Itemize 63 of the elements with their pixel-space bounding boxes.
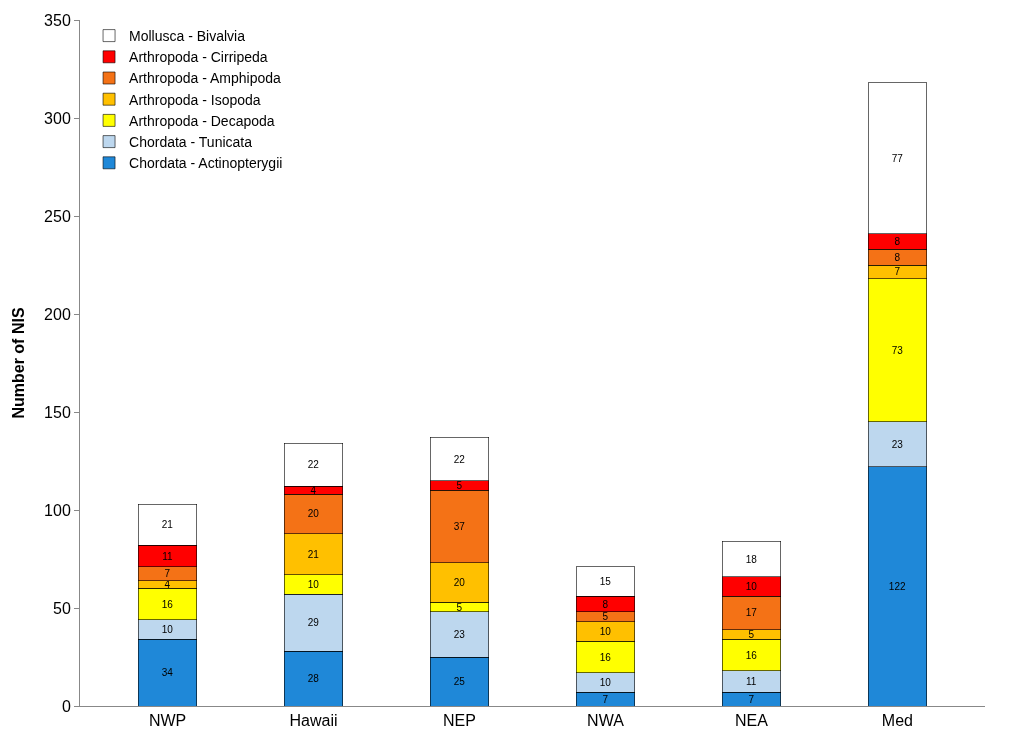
data-label: 21: [307, 548, 320, 560]
legend-label: Mollusca - Bivalvia: [129, 28, 246, 45]
x-tick-label: NWA: [587, 712, 625, 730]
data-label: 23: [891, 438, 904, 450]
y-tick-label: 0: [61, 697, 71, 715]
data-label: 29: [307, 617, 320, 629]
data-label: 10: [745, 580, 758, 592]
legend-label: Arthropoda - Amphipoda: [129, 70, 282, 87]
data-label: 15: [599, 576, 612, 588]
data-label: 73: [891, 344, 904, 356]
data-label: 122: [888, 580, 906, 592]
data-label: 5: [456, 480, 463, 491]
data-label: 11: [746, 676, 757, 687]
legend-label: Arthropoda - Cirripeda: [129, 49, 268, 66]
data-label: 11: [162, 550, 173, 562]
legend-label: Chordata - Actinopterygii: [129, 155, 283, 172]
data-label: 22: [453, 453, 466, 465]
x-tick-label: Med: [881, 712, 913, 730]
data-label: 20: [453, 577, 466, 589]
data-label: 5: [748, 628, 755, 640]
data-label: 16: [599, 651, 612, 663]
y-tick-label: 300: [44, 109, 71, 127]
data-label: 10: [599, 626, 612, 638]
data-label: 8: [602, 598, 609, 610]
data-label: 10: [307, 578, 320, 590]
data-label: 7: [748, 693, 755, 705]
data-label: 5: [456, 601, 463, 613]
data-label: 10: [161, 624, 174, 636]
y-tick-label: 100: [44, 501, 71, 519]
data-label: 5: [602, 611, 609, 623]
data-label: 16: [161, 598, 174, 610]
data-label: 16: [745, 649, 758, 661]
x-tick-label: NEA: [735, 712, 769, 730]
y-tick-label: 200: [44, 305, 71, 323]
y-tick-label: 150: [44, 403, 71, 421]
data-label: 7: [602, 693, 609, 705]
data-label: 37: [453, 521, 466, 533]
data-label: 8: [894, 251, 901, 263]
legend-label: Arthropoda - Decapoda: [129, 112, 275, 129]
data-label: 7: [894, 266, 901, 278]
data-label: 20: [307, 508, 320, 520]
x-tick-label: NEP: [443, 712, 476, 730]
data-label: 25: [453, 676, 466, 687]
data-label: 10: [599, 676, 612, 688]
x-tick-label: Hawaii: [289, 712, 338, 730]
y-tick-label: 350: [44, 11, 71, 29]
data-label: 77: [891, 152, 904, 164]
x-tick-label: NWP: [148, 712, 187, 730]
data-label: 23: [453, 628, 466, 640]
data-label: 17: [745, 607, 758, 619]
legend-label: Chordata - Tunicata: [129, 134, 253, 151]
data-label: 21: [161, 519, 174, 531]
y-tick-label: 50: [53, 599, 71, 617]
y-axis-title: Number of NIS: [10, 307, 27, 419]
data-label: 28: [307, 673, 320, 685]
legend-label: Arthropoda - Isopoda: [129, 91, 261, 108]
data-label: 4: [310, 484, 317, 496]
data-label: 7: [164, 568, 171, 580]
data-label: 22: [307, 459, 320, 471]
data-label: 34: [161, 667, 174, 679]
data-label: 8: [894, 235, 901, 247]
y-tick-label: 250: [44, 207, 71, 225]
data-label: 18: [745, 553, 758, 565]
